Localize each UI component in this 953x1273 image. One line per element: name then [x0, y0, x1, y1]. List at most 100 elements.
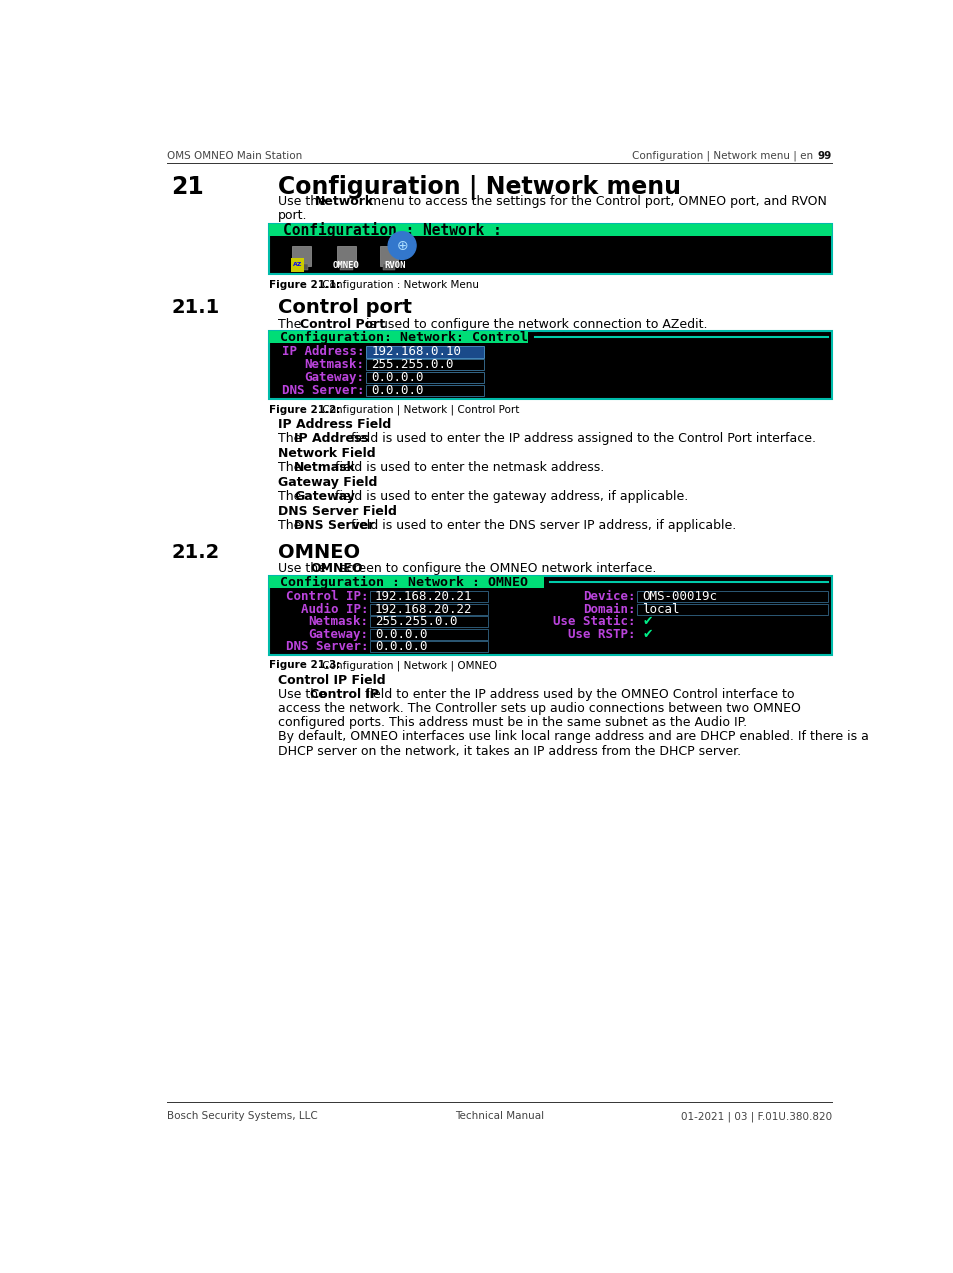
Bar [269, 577, 543, 588]
Text: 0.0.0.0: 0.0.0.0 [371, 383, 423, 397]
Text: 99: 99 [817, 151, 831, 162]
Bar [340, 264, 353, 270]
Text: DNS Server: DNS Server [294, 518, 375, 532]
Text: Control port: Control port [278, 298, 412, 317]
Bar [369, 591, 488, 602]
Text: IP Address Field: IP Address Field [278, 419, 391, 432]
Text: IP Address: IP Address [294, 432, 369, 444]
Text: The: The [278, 461, 305, 474]
Text: Netmask:: Netmask: [304, 358, 364, 372]
Text: field is used to enter the IP address assigned to the Control Port interface.: field is used to enter the IP address as… [347, 432, 815, 444]
Text: 21.1: 21.1 [171, 298, 219, 317]
Text: OMNEO: OMNEO [278, 544, 360, 563]
Text: The: The [278, 518, 305, 532]
Text: ⊕: ⊕ [395, 238, 408, 252]
Text: OMNEO: OMNEO [310, 563, 362, 575]
Text: Figure 21.3:: Figure 21.3: [269, 661, 340, 670]
Bar [365, 384, 484, 396]
Text: 0.0.0.0: 0.0.0.0 [375, 628, 427, 640]
Bar [369, 629, 488, 640]
Text: field to enter the IP address used by the OMNEO Control interface to: field to enter the IP address used by th… [360, 687, 794, 700]
Text: By default, OMNEO interfaces use link local range address and are DHCP enabled. : By default, OMNEO interfaces use link lo… [278, 731, 868, 743]
Text: Netmask: Netmask [294, 461, 355, 474]
Bar [269, 224, 831, 237]
Text: Configuration | Network menu: Configuration | Network menu [278, 176, 680, 200]
Text: Control IP Field: Control IP Field [278, 673, 385, 687]
Bar [336, 246, 355, 266]
Text: The: The [278, 490, 305, 503]
Text: RVON: RVON [384, 261, 405, 270]
Text: ✔: ✔ [641, 628, 652, 640]
Bar [269, 331, 831, 400]
Text: access the network. The Controller sets up audio connections between two OMNEO: access the network. The Controller sets … [278, 701, 801, 714]
Text: Gateway: Gateway [294, 490, 355, 503]
Bar [637, 603, 827, 615]
Text: AZ: AZ [293, 262, 302, 267]
Text: 0.0.0.0: 0.0.0.0 [375, 640, 427, 653]
Text: 255.255.0.0: 255.255.0.0 [375, 615, 457, 629]
Text: OMNEO: OMNEO [333, 261, 359, 270]
Text: field is used to enter the gateway address, if applicable.: field is used to enter the gateway addre… [331, 490, 688, 503]
Bar [637, 591, 827, 602]
Text: port.: port. [278, 209, 307, 223]
Text: 192.168.20.21: 192.168.20.21 [375, 591, 472, 603]
Text: Use Static:: Use Static: [553, 615, 635, 629]
Text: local: local [641, 603, 679, 616]
Text: Control IP:: Control IP: [285, 591, 368, 603]
Text: The: The [278, 432, 305, 444]
Bar [365, 372, 484, 383]
Text: Use the: Use the [278, 687, 330, 700]
Bar [292, 246, 311, 266]
Bar [369, 603, 488, 615]
Bar [382, 264, 395, 270]
Text: Gateway:: Gateway: [308, 628, 368, 640]
Text: ✔: ✔ [641, 615, 652, 629]
Text: Control IP: Control IP [310, 687, 379, 700]
Text: Network Field: Network Field [278, 447, 375, 461]
Text: 0.0.0.0: 0.0.0.0 [371, 370, 423, 384]
Text: configured ports. This address must be in the same subnet as the Audio IP.: configured ports. This address must be i… [278, 715, 746, 729]
Text: Device:: Device: [582, 591, 635, 603]
Text: Technical Manual: Technical Manual [455, 1111, 544, 1122]
Text: Netmask:: Netmask: [308, 615, 368, 629]
Text: Use RSTP:: Use RSTP: [567, 628, 635, 640]
Text: DNS Server:: DNS Server: [285, 640, 368, 653]
Text: Gateway Field: Gateway Field [278, 476, 377, 489]
Text: 255.255.0.0: 255.255.0.0 [371, 358, 453, 372]
Text: Configuration | Network | OMNEO: Configuration | Network | OMNEO [319, 661, 497, 671]
Text: Configuration : Network Menu: Configuration : Network Menu [319, 280, 478, 290]
Text: Control Port: Control Port [299, 317, 385, 331]
Text: Figure 21.2:: Figure 21.2: [269, 405, 340, 415]
Text: 21.2: 21.2 [171, 544, 219, 563]
Text: Network: Network [315, 195, 375, 207]
Text: 21: 21 [171, 176, 204, 199]
Circle shape [388, 232, 416, 260]
Bar [291, 258, 304, 271]
Text: field is used to enter the netmask address.: field is used to enter the netmask addre… [331, 461, 604, 474]
Text: Figure 21.1:: Figure 21.1: [269, 280, 340, 290]
Text: Configuration | Network menu | en: Configuration | Network menu | en [631, 150, 812, 162]
Text: menu to access the settings for the Control port, OMNEO port, and RVON: menu to access the settings for the Cont… [365, 195, 826, 207]
Text: 192.168.20.22: 192.168.20.22 [375, 603, 472, 616]
Bar [269, 331, 528, 344]
Text: Configuration : Network :: Configuration : Network : [282, 223, 501, 238]
Bar [269, 577, 831, 654]
Text: Configuration: Network: Control Port: Configuration: Network: Control Port [280, 331, 568, 344]
Text: Domain:: Domain: [582, 603, 635, 616]
Text: is used to configure the network connection to AZedit.: is used to configure the network connect… [361, 317, 706, 331]
Text: Bosch Security Systems, LLC: Bosch Security Systems, LLC [167, 1111, 317, 1122]
Bar [369, 616, 488, 628]
Bar [294, 264, 307, 270]
Text: DHCP server on the network, it takes an IP address from the DHCP server.: DHCP server on the network, it takes an … [278, 745, 740, 757]
Bar [369, 642, 488, 653]
Text: Audio IP:: Audio IP: [300, 603, 368, 616]
Bar [365, 346, 484, 358]
Text: Use the: Use the [278, 563, 330, 575]
Text: OMS OMNEO Main Station: OMS OMNEO Main Station [167, 151, 302, 162]
Text: Configuration | Network | Control Port: Configuration | Network | Control Port [319, 405, 519, 415]
Text: DNS Server:: DNS Server: [281, 383, 364, 397]
Text: Configuration : Network : OMNEO: Configuration : Network : OMNEO [280, 575, 528, 589]
Text: Gateway:: Gateway: [304, 370, 364, 384]
Text: OMS-00019c: OMS-00019c [641, 591, 717, 603]
Text: IP Address:: IP Address: [281, 345, 364, 359]
